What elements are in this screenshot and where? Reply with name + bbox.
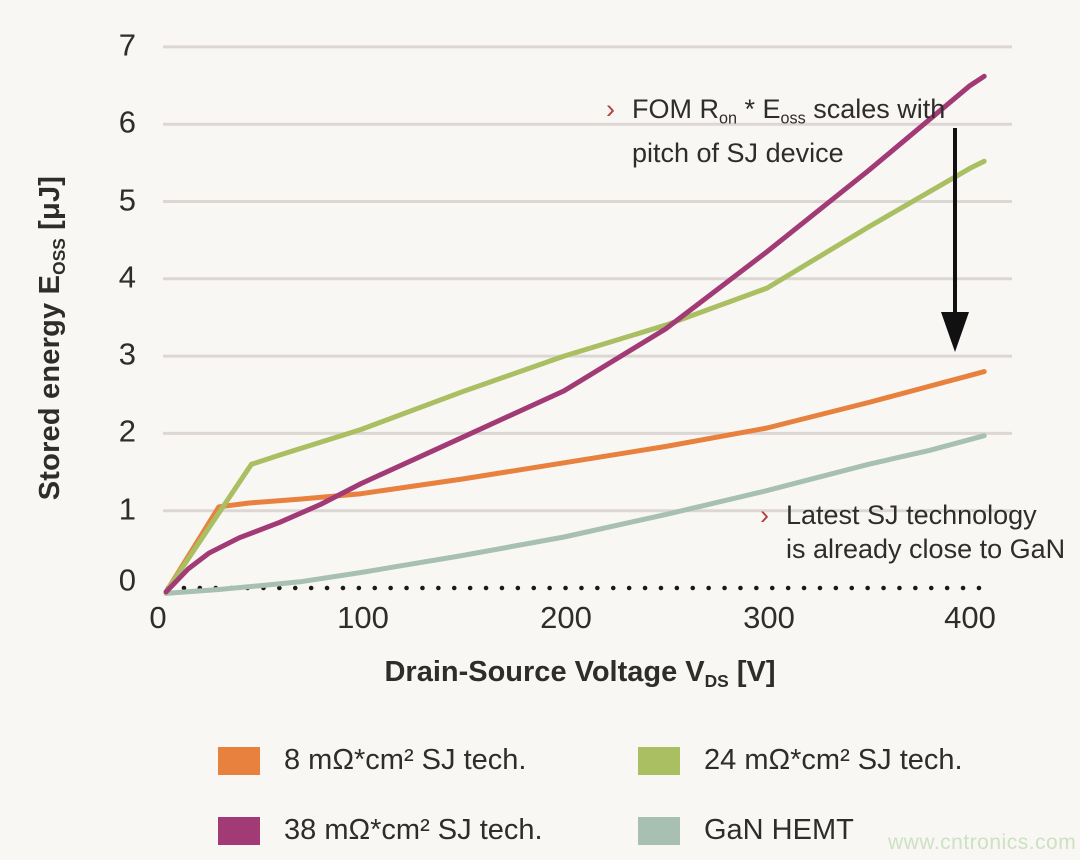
legend-swatch-8mohm [218, 746, 260, 775]
legend-item-gan: GaN HEMT [638, 814, 854, 847]
watermark: www.cntronics.com [888, 831, 1077, 854]
x-tick-100: 100 [337, 600, 389, 635]
x-tick-200: 200 [540, 600, 592, 635]
legend-swatch-gan [638, 816, 680, 845]
y-tick-4: 4 [118, 259, 136, 295]
x-tick-0: 0 [149, 600, 167, 635]
annotation-gan: › Latest SJ technology is already close … [760, 500, 1066, 564]
annotation-fom: › FOM Ron * Eoss scales with pitch of SJ… [606, 94, 946, 168]
chart-plot-area [163, 45, 1012, 596]
legend-item-24mohm: 24 mΩ*cm² SJ tech. [638, 744, 963, 777]
y-tick-5: 5 [118, 182, 136, 218]
legend-swatch-24mohm [638, 746, 680, 775]
x-tick-400: 400 [944, 600, 996, 635]
legend-swatch-38mohm [218, 816, 260, 845]
legend-item-8mohm: 8 mΩ*cm² SJ tech. [218, 744, 526, 777]
legend-item-38mohm: 38 mΩ*cm² SJ tech. [218, 814, 543, 847]
series-line-38-m-cm-sj-tech- [163, 73, 987, 595]
x-axis-title: Drain-Source Voltage VDS [V] [384, 656, 776, 692]
downward-arrow [941, 128, 969, 352]
series-line-8-m-cm-sj-tech- [163, 369, 987, 595]
series-line-24-m-cm-sj-tech- [163, 158, 987, 595]
series-line-gan-hemt [163, 433, 987, 596]
y-tick-3: 3 [118, 336, 136, 372]
y-tick-2: 2 [118, 413, 136, 449]
annotation-bullet-icon: › [606, 94, 615, 124]
y-tick-0: 0 [118, 562, 136, 598]
y-tick-7: 7 [118, 27, 136, 63]
y-tick-1: 1 [118, 491, 136, 527]
y-tick-6: 6 [118, 104, 136, 140]
annotation-bullet-icon: › [760, 500, 769, 530]
y-axis-title: Stored energy EOSS [μJ] [33, 175, 70, 501]
x-tick-300: 300 [743, 600, 795, 635]
